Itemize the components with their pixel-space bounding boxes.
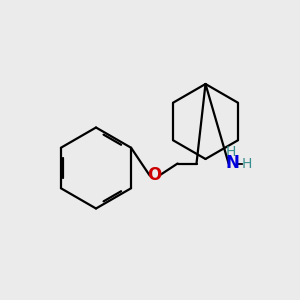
Text: H: H xyxy=(242,157,252,170)
Text: H: H xyxy=(226,145,236,158)
Text: N: N xyxy=(226,154,239,172)
Text: O: O xyxy=(147,167,162,184)
